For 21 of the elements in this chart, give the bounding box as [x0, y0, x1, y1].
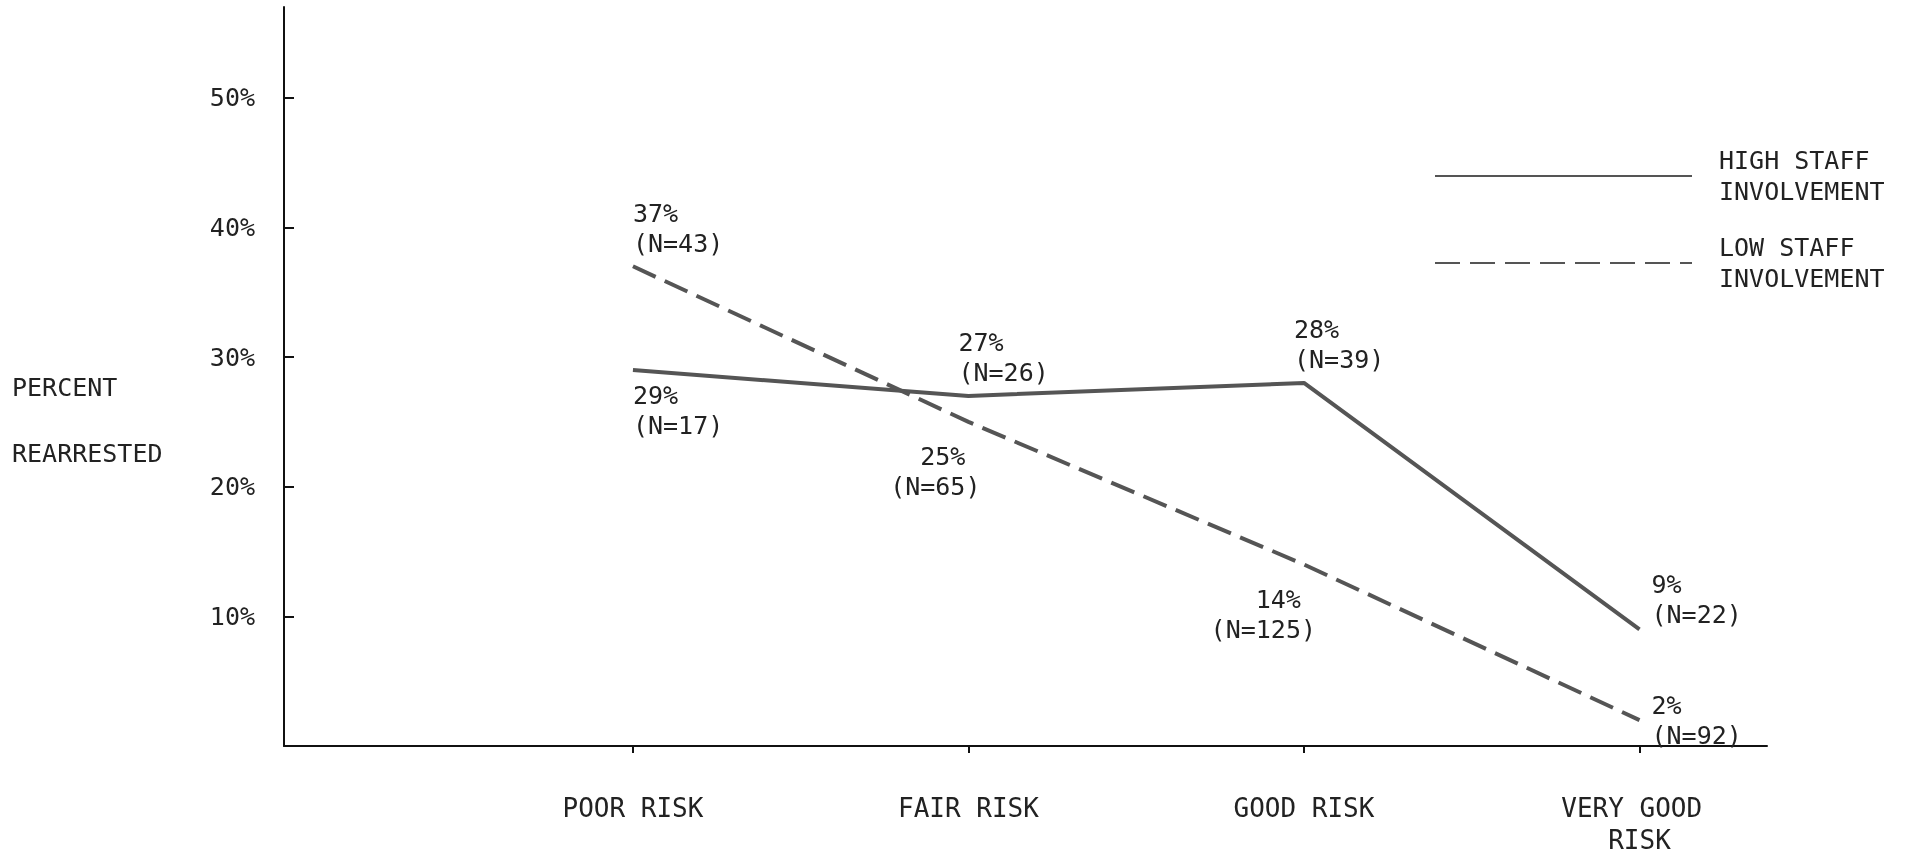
x-tick-label: GOOD RISK [1233, 793, 1375, 823]
y-tick-label: 50% [209, 83, 255, 113]
data-label: 27% (N=26) [958, 328, 1049, 388]
data-label: 25% (N=65) [890, 442, 981, 502]
y-tick-label: 30% [209, 342, 255, 372]
data-label: 14% (N=125) [1210, 584, 1316, 644]
x-tick-label: POOR RISK [562, 793, 704, 823]
y-tick-label: 20% [209, 472, 255, 502]
data-label: 29% (N=17) [632, 380, 724, 440]
y-tick-label: 10% [209, 601, 255, 631]
y-tick-label: 40% [209, 212, 255, 242]
x-tick-label: VERY GOOD RISK [1561, 793, 1718, 855]
x-tick-label: FAIR RISK [898, 793, 1040, 823]
text: PERCENT REARRESTED [12, 372, 163, 468]
data-label: 9% (N=22) [1651, 569, 1742, 629]
text: HIGH STAFF INVOLVEMENT [1719, 146, 1885, 206]
line-series [630, 264, 1642, 723]
data-label: 37% (N=43) [632, 198, 724, 258]
data-label: 28% (N=39) [1293, 315, 1385, 375]
text: LOW STAFF INVOLVEMENT [1719, 233, 1885, 293]
data-label: 2% (N=92) [1651, 690, 1742, 750]
